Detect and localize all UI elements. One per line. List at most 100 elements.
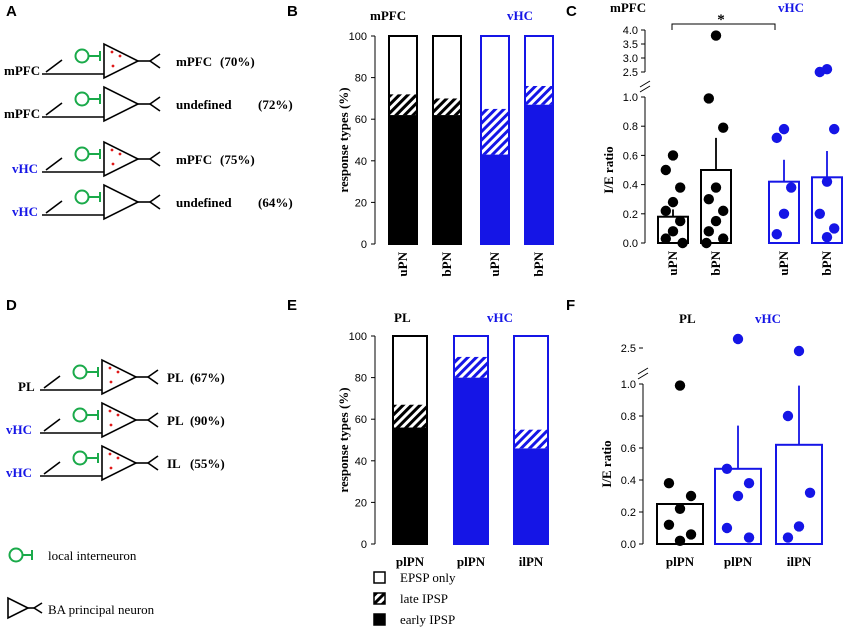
circuit-source-label: PL — [18, 379, 35, 394]
dendrite-line — [45, 102, 63, 116]
data-point — [675, 215, 686, 227]
principal-legend-fork — [33, 602, 43, 609]
y-tick-label: 40 — [355, 156, 367, 168]
axis-break-mark — [637, 367, 649, 375]
y-tick-label: 20 — [355, 497, 367, 509]
principal-legend-fork — [33, 607, 43, 614]
data-point — [829, 223, 840, 234]
bar-outline — [524, 35, 554, 245]
y-tick-label: 20 — [355, 197, 367, 209]
y-tick-label: 80 — [355, 73, 367, 85]
circuit-source-label: vHC — [6, 422, 32, 437]
data-point — [710, 30, 722, 41]
red-dot — [108, 452, 112, 456]
circuit-percent: (70%) — [220, 54, 255, 69]
data-point — [821, 231, 833, 243]
data-point — [732, 333, 744, 345]
output-fork — [149, 194, 161, 203]
x-tick-label: bPN — [531, 251, 546, 276]
bar-outline — [513, 335, 549, 545]
bar-segment-epsp-only — [389, 36, 417, 95]
group-label-pl: PL — [394, 310, 411, 325]
bar-segment-epsp-only — [393, 336, 427, 405]
data-point — [685, 490, 697, 502]
x-tick-label: uPN — [487, 251, 502, 276]
bar-segment-epsp-only — [525, 36, 553, 86]
data-point — [701, 237, 712, 249]
red-dot — [109, 380, 113, 384]
response-legend-label: early IPSP — [400, 612, 455, 627]
data-point — [710, 182, 722, 193]
dendrite-line — [45, 157, 63, 171]
data-point — [778, 208, 790, 219]
data-point — [660, 205, 671, 217]
output-fork — [147, 455, 159, 464]
circuit-a-2 — [42, 85, 161, 123]
data-point — [663, 519, 675, 530]
interneuron-icon — [74, 48, 90, 64]
output-fork — [149, 96, 161, 105]
data-point — [782, 410, 794, 422]
data-point — [771, 229, 782, 240]
bar-segment-early-ipsp — [433, 115, 461, 244]
bar-segment-late-ipsp — [525, 85, 553, 105]
output-fork — [149, 158, 161, 167]
data-point — [703, 194, 714, 205]
y-tick-label: 2.5 — [621, 343, 636, 355]
group-label-mpfc: mPFC — [610, 0, 646, 15]
y-tick-label: 0.2 — [623, 209, 638, 221]
y-tick-label: 0.4 — [623, 180, 638, 192]
panel-letter-D: D — [6, 297, 17, 314]
bar-segment-late-ipsp — [433, 98, 461, 116]
bar-segment-early-ipsp — [514, 448, 548, 544]
bar-segment-epsp-only — [514, 336, 548, 430]
x-tick-label: plPN — [396, 554, 425, 569]
data-point — [667, 150, 679, 161]
data-point — [660, 233, 671, 244]
y-tick-label: 100 — [349, 31, 367, 43]
red-dot — [110, 148, 114, 152]
response-legend-label: EPSP only — [400, 570, 456, 585]
circuit-a-4 — [42, 183, 161, 221]
y-tick-label: 0.4 — [621, 475, 636, 487]
panel-letter-C: C — [566, 3, 577, 20]
red-dot — [111, 162, 115, 166]
interneuron-icon — [72, 364, 88, 380]
legend-principal-label: BA principal neuron — [48, 602, 155, 617]
bar-segment-epsp-only — [454, 336, 488, 357]
circuit-target-label: undefined — [176, 97, 232, 112]
output-fork — [147, 369, 159, 378]
interneuron-icon — [72, 450, 88, 466]
group-label-vhc: vHC — [755, 311, 781, 326]
principal-neuron-icon — [103, 85, 140, 123]
y-tick-label: 1.0 — [623, 92, 638, 104]
data-point — [718, 122, 729, 133]
principal-neuron-icon — [101, 401, 138, 439]
data-point — [732, 490, 744, 502]
red-dot — [108, 366, 112, 370]
bar-segment-late-ipsp — [393, 404, 427, 428]
y-axis-label: response types (%) — [336, 87, 351, 192]
output-fork — [149, 151, 161, 160]
red-dot — [109, 466, 113, 470]
significance-star: * — [717, 12, 725, 28]
x-tick-label: plPN — [724, 554, 753, 569]
circuit-d-1 — [40, 358, 159, 396]
data-point — [743, 532, 755, 543]
data-point — [674, 503, 686, 514]
principal-neuron-icon — [103, 183, 140, 221]
axis-break-mark — [639, 85, 651, 93]
data-point — [710, 215, 722, 227]
bar-segment-early-ipsp — [393, 427, 427, 544]
data-point — [786, 182, 797, 193]
data-point — [667, 226, 679, 237]
y-tick-label: 0.0 — [621, 539, 636, 551]
data-point — [674, 535, 686, 546]
red-dot — [109, 423, 113, 427]
y-tick-label: 3.0 — [623, 53, 638, 65]
y-tick-label: 0 — [361, 239, 367, 251]
y-axis-label: response types (%) — [336, 387, 351, 492]
bar-segment-epsp-only — [481, 36, 509, 109]
x-tick-label: uPN — [776, 250, 791, 275]
